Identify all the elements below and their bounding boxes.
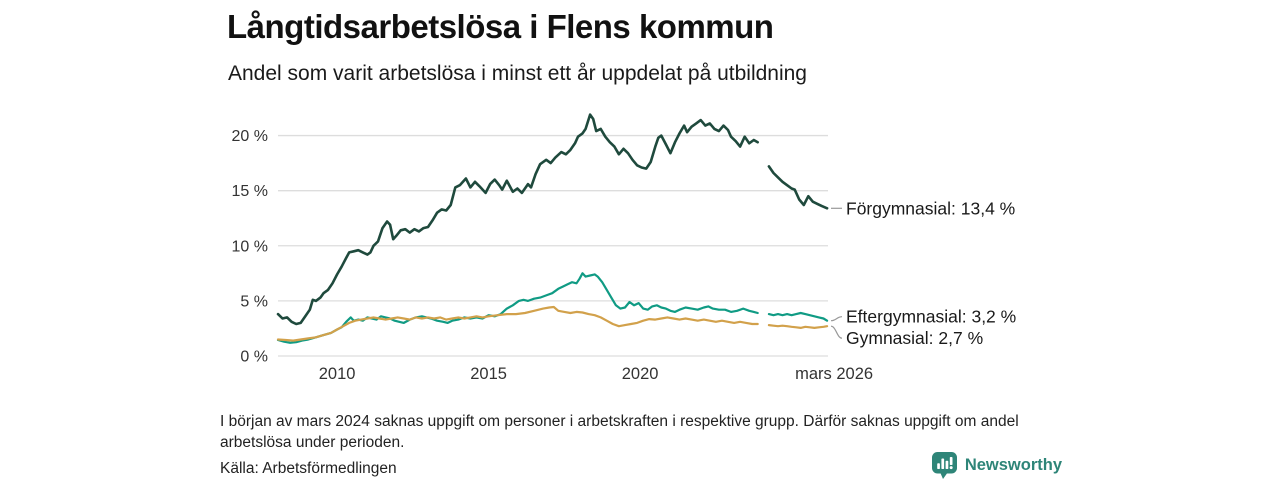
series-line-gymnasial [276, 305, 759, 342]
newsworthy-logo: Newsworthy [931, 451, 1062, 480]
page-title: Långtidsarbetslösa i Flens kommun [227, 8, 774, 45]
footnote: I början av mars 2024 saknas uppgift om … [220, 413, 1019, 451]
unemployment-line-chart: 0 % 5 % 10 % 15 % 20 % 2010 2015 2020 mars 2026 F… [232, 113, 1016, 383]
y-axis-tick-label: 20 % [232, 128, 268, 145]
x-axis-tick-label: 2010 [319, 365, 356, 383]
series-end-label-eftergymnasial: Eftergymnasial: 3,2 % [846, 307, 1016, 327]
source-attribution: Källa: Arbetsförmedlingen [220, 460, 397, 477]
y-axis-tick-label: 5 % [240, 293, 268, 310]
line-chart: 0 % 5 % 10 % 15 % 20 % 2010 2015 2020 mars 2026 F… [220, 95, 1080, 405]
series-line-eftergymnasial [767, 311, 829, 322]
series-end-label-gymnasial: Gymnasial: 2,7 % [846, 328, 983, 348]
series-line-gymnasial [767, 324, 829, 329]
newsworthy-barchart-icon [931, 452, 957, 479]
series-line-eftergymnasial [276, 272, 759, 344]
x-axis-tick-label: mars 2026 [795, 365, 873, 383]
series-line-förgymnasial [767, 165, 829, 210]
page-subtitle: Andel som varit arbetslösa i minst ett å… [228, 62, 807, 85]
y-axis-tick-label: 15 % [232, 183, 268, 200]
series-line-förgymnasial [276, 113, 760, 326]
y-axis-tick-label: 0 % [240, 349, 268, 366]
y-axis-tick-label: 10 % [232, 238, 268, 255]
label-leader-line [830, 316, 843, 322]
x-axis-tick-label: 2015 [470, 365, 507, 383]
newsworthy-wordmark: Newsworthy [964, 456, 1062, 474]
label-leader-line [830, 325, 843, 339]
x-axis-tick-label: 2020 [622, 365, 659, 383]
series-end-label-förgymnasial: Förgymnasial: 13,4 % [846, 198, 1015, 218]
